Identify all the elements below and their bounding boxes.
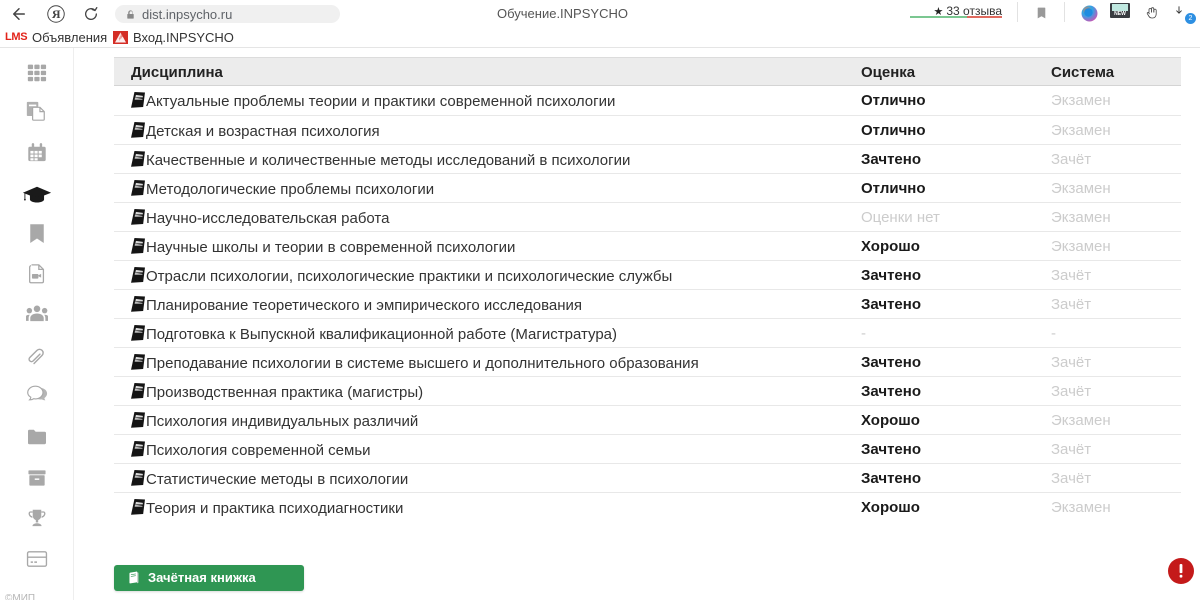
svg-text:Я: Я — [52, 7, 61, 21]
